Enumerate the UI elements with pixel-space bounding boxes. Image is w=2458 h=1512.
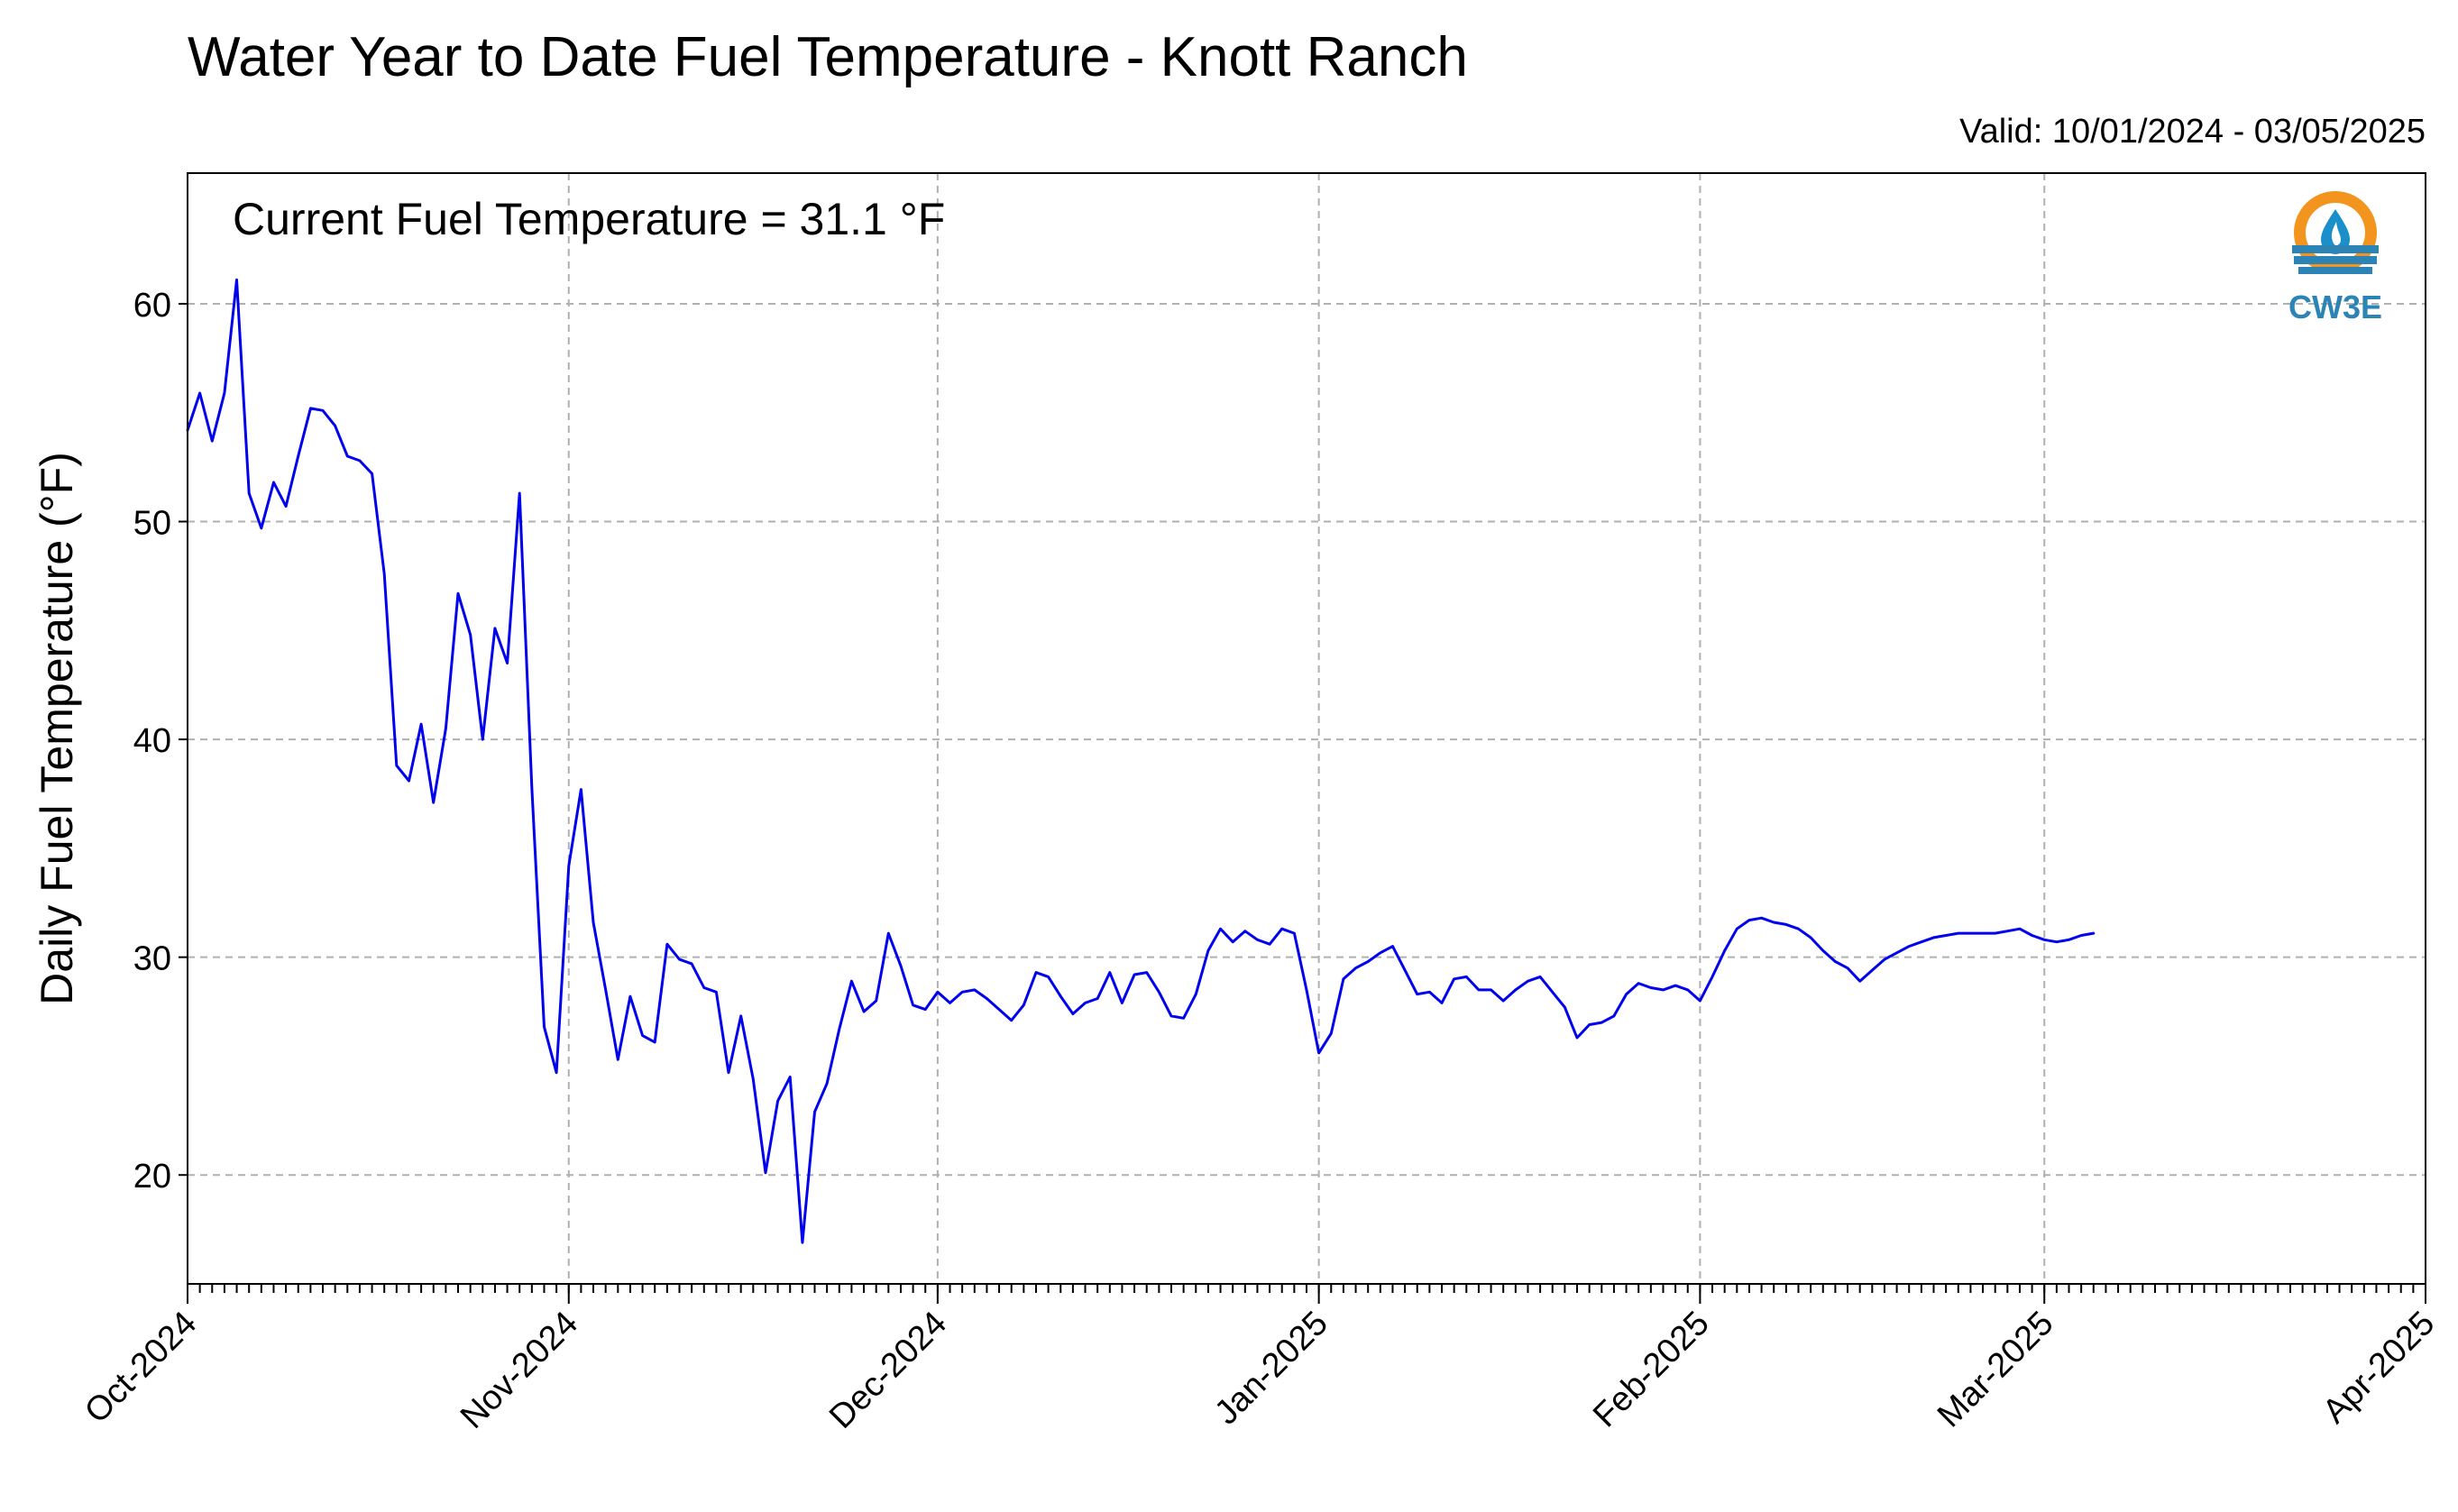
chart-title: Water Year to Date Fuel Temperature - Kn… — [188, 26, 1468, 88]
y-axis-ticks: 20 30 40 50 60 — [133, 287, 188, 1196]
x-tick-label: Apr-2025 — [2316, 1305, 2442, 1431]
logo-flame-icon — [2331, 222, 2341, 246]
x-tick-label: Oct-2024 — [78, 1305, 204, 1431]
x-tick-label: Dec-2024 — [822, 1305, 954, 1436]
grid-lines — [188, 173, 2426, 1284]
y-axis-label: Daily Fuel Temperature (°F) — [32, 452, 82, 1005]
cw3e-logo: CW3E — [2288, 191, 2382, 325]
logo-wave-bar — [2294, 256, 2377, 264]
plot-area-frame — [187, 172, 2426, 1285]
x-tick-label: Nov-2024 — [454, 1305, 585, 1436]
y-tick-label: 50 — [133, 505, 171, 543]
x-tick-label: Mar-2025 — [1931, 1305, 2061, 1435]
y-tick-label: 30 — [133, 940, 171, 978]
x-axis-ticks: Oct-2024 Nov-2024 Dec-2024 Jan-2025 Feb-2025… — [78, 1284, 2442, 1436]
y-tick-label: 60 — [133, 287, 171, 325]
logo-wave-bar — [2298, 267, 2372, 274]
logo-text: CW3E — [2288, 289, 2382, 325]
x-tick-label: Feb-2025 — [1586, 1305, 1717, 1435]
y-tick-label: 20 — [133, 1158, 171, 1196]
valid-date-range: Valid: 10/01/2024 - 03/05/2025 — [1959, 113, 2426, 151]
y-tick-label: 40 — [133, 722, 171, 760]
x-tick-label: Jan-2025 — [1207, 1305, 1335, 1433]
logo-wave-bar — [2292, 245, 2379, 253]
current-fuel-temperature-annotation: Current Fuel Temperature = 31.1 °F — [233, 194, 945, 244]
fuel-temperature-series-line — [186, 278, 2096, 1244]
